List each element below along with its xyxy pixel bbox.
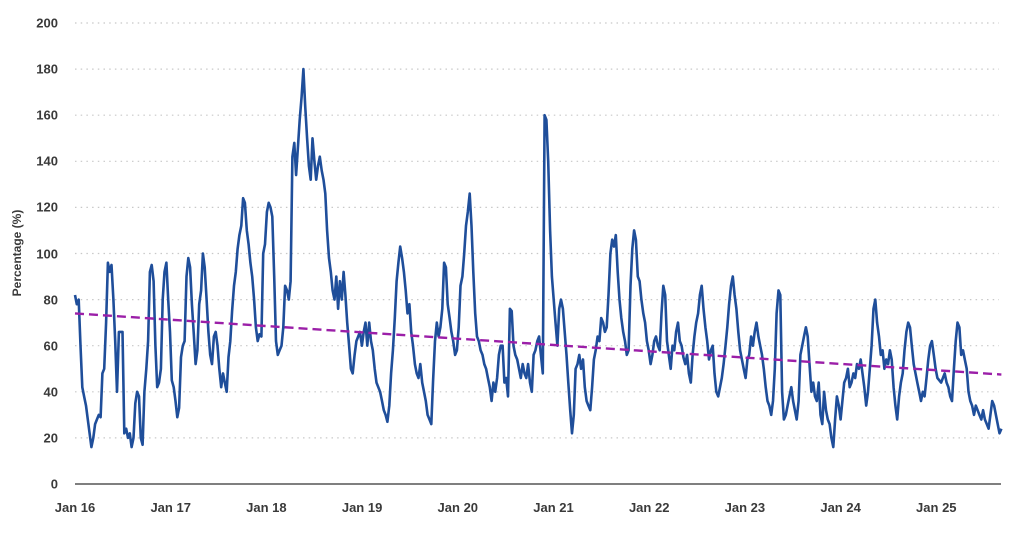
y-tick-label: 0 (50, 476, 58, 492)
horizontal-gridlines (75, 22, 999, 439)
x-tick-label: Jan 22 (628, 500, 670, 515)
y-tick-label: 40 (43, 384, 58, 400)
y-tick-label: 80 (43, 292, 58, 308)
x-tick-label: Jan 16 (54, 500, 96, 515)
y-tick-label: 200 (36, 15, 58, 31)
x-tick-label: Jan 25 (916, 500, 957, 515)
y-tick-label: 20 (43, 430, 58, 446)
x-tick-label: Jan 24 (820, 500, 861, 515)
data-series-line (73, 67, 1003, 449)
x-tick-label: Jan 21 (533, 500, 574, 515)
x-tick-label: Jan 17 (150, 500, 191, 515)
y-axis-label: Percentage (%) (10, 209, 24, 297)
x-tick-label: Jan 23 (724, 500, 766, 515)
x-tick-label: Jan 19 (341, 500, 383, 515)
y-tick-label: 60 (43, 338, 58, 354)
y-tick-label: 140 (36, 153, 58, 169)
y-tick-label: 120 (36, 199, 58, 215)
trend-line (74, 312, 1002, 376)
x-tick-label: Jan 18 (246, 500, 287, 515)
y-tick-label: 180 (36, 61, 58, 77)
y-tick-label: 100 (36, 246, 58, 261)
y-tick-label: 160 (36, 107, 58, 123)
x-tick-label: Jan 20 (437, 500, 479, 515)
